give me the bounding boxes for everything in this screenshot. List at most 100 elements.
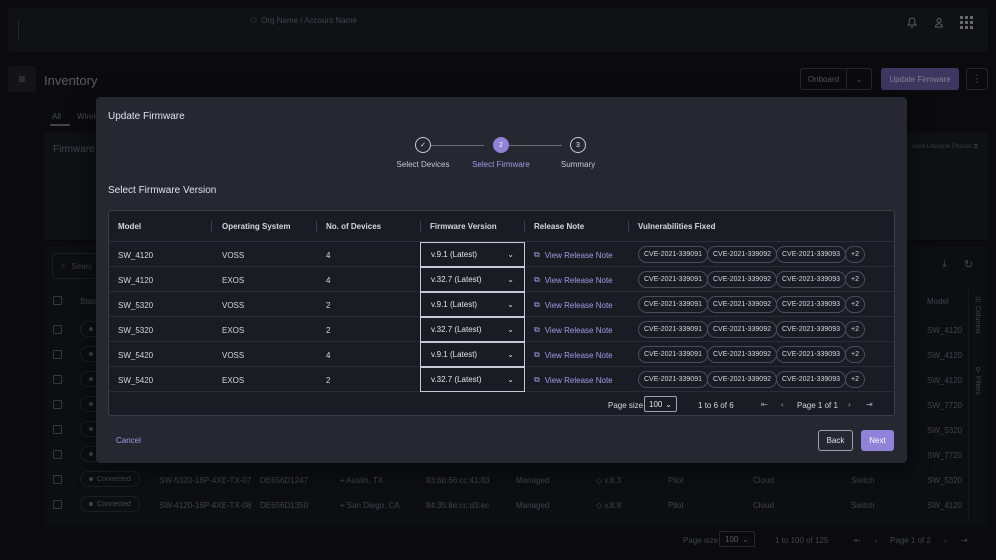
cve-chip[interactable]: CVE-2021-339091 (638, 371, 708, 388)
tab-all[interactable]: All (52, 112, 61, 121)
hamburger-menu-icon[interactable]: ≡ (8, 66, 36, 92)
more-cves-chip[interactable]: +2 (845, 346, 865, 363)
cve-chip[interactable]: CVE-2021-339091 (638, 246, 708, 263)
firmware-version-select[interactable]: v.9.1 (Latest) ⌄ (420, 342, 525, 367)
row-checkbox[interactable] (53, 475, 62, 484)
prev-page-icon[interactable]: ‹ (781, 400, 784, 409)
chevron-down-icon: ⌄ (507, 275, 514, 284)
page-size-select[interactable]: 100 ⌄ (719, 531, 755, 547)
filters-toggle[interactable]: ⚲ Filters (974, 366, 981, 396)
page-size-select[interactable]: 100 ⌄ (644, 396, 677, 412)
first-page-icon[interactable]: ⇤ (761, 400, 768, 409)
range-text: 1 to 6 of 6 (698, 401, 734, 410)
last-page-icon[interactable]: ⇥ (866, 400, 873, 409)
firmware-version-select[interactable]: v.9.1 (Latest) ⌄ (420, 292, 525, 317)
update-firmware-button[interactable]: Update Firmware (881, 68, 959, 90)
refresh-icon[interactable]: ↻ (964, 259, 974, 271)
row-device-count: 4 (326, 276, 331, 285)
row-checkbox[interactable] (53, 400, 62, 409)
cve-chip[interactable]: CVE-2021-339093 (776, 271, 846, 288)
row-model: SW_5420 (118, 376, 154, 385)
next-page-icon[interactable]: › (848, 400, 851, 409)
cve-chip[interactable]: CVE-2021-339092 (707, 296, 777, 313)
cve-chip[interactable]: CVE-2021-339092 (707, 321, 777, 338)
page-title: Inventory (44, 73, 98, 88)
user-icon[interactable] (931, 14, 947, 30)
cve-chip[interactable]: CVE-2021-339092 (707, 346, 777, 363)
more-cves-chip[interactable]: +2 (845, 271, 865, 288)
table-row: SW_5420 EXOS 2 v.32.7 (Latest) ⌄ ⧉ View Re… (109, 367, 894, 392)
cve-chip[interactable]: CVE-2021-339093 (776, 321, 846, 338)
row-checkbox[interactable] (53, 325, 62, 334)
prev-page-icon[interactable]: ‹ (875, 536, 878, 545)
onboard-button[interactable]: Onboard ⌄ (800, 68, 872, 90)
table-row[interactable]: Connected SW-4120-16P-4XE-TX-08 DE656D13… (44, 493, 964, 517)
cve-chip[interactable]: CVE-2021-339093 (776, 246, 846, 263)
select-all-checkbox[interactable] (53, 296, 62, 305)
column-divider[interactable] (524, 221, 525, 232)
view-release-note-link[interactable]: ⧉ View Release Note (534, 325, 613, 335)
more-cves-chip[interactable]: +2 (845, 296, 865, 313)
next-button[interactable]: Next (861, 430, 894, 451)
row-checkbox[interactable] (53, 500, 62, 509)
view-release-note-link[interactable]: ⧉ View Release Note (534, 275, 613, 285)
cve-chip[interactable]: CVE-2021-339092 (707, 271, 777, 288)
view-release-note-link[interactable]: ⧉ View Release Note (534, 300, 613, 310)
firmware-version-select[interactable]: v.32.7 (Latest) ⌄ (420, 317, 525, 342)
more-cves-chip[interactable]: +2 (845, 321, 865, 338)
tab-wireless[interactable]: Wirele (77, 112, 100, 121)
download-icon[interactable]: ⤓ (942, 258, 947, 270)
status-badge: Connected (80, 471, 140, 487)
cve-chip[interactable]: CVE-2021-339092 (707, 371, 777, 388)
column-divider[interactable] (316, 221, 317, 232)
cve-chip[interactable]: CVE-2021-339091 (638, 296, 708, 313)
row-checkbox[interactable] (53, 375, 62, 384)
columns-toggle[interactable]: ☷ Columns (974, 296, 981, 334)
org-selector[interactable]: ⚇ Org Name / Account Name (250, 16, 357, 25)
row-checkbox[interactable] (53, 450, 62, 459)
more-cves-chip[interactable]: +2 (845, 246, 865, 263)
firmware-version-select[interactable]: v.32.7 (Latest) ⌄ (420, 267, 525, 292)
first-page-icon[interactable]: ⇤ (854, 536, 861, 545)
bell-icon[interactable] (904, 14, 920, 30)
wizard-stepper: ✓ Select Devices 2 Select Firmware 3 Sum… (376, 137, 616, 177)
last-page-icon[interactable]: ⇥ (961, 536, 968, 545)
step-select-firmware[interactable]: 2 Select Firmware (466, 137, 536, 169)
table-row[interactable]: Connected SW-5320-16P-4XE-TX-07 DE656D12… (44, 468, 964, 492)
cve-chip[interactable]: CVE-2021-339093 (776, 296, 846, 313)
row-model: SW_4120 (927, 376, 963, 385)
col-no-of-devices: No. of Devices (326, 222, 382, 231)
inventory-tabs: All Wirele (44, 106, 944, 126)
row-checkbox[interactable] (53, 425, 62, 434)
cancel-button[interactable]: Cancel (116, 436, 141, 445)
cve-chip[interactable]: CVE-2021-339093 (776, 371, 846, 388)
lifecycle-link[interactable]: ware Lifecycle Phases ⧉ (912, 144, 978, 150)
apps-grid-icon[interactable] (958, 14, 974, 30)
firmware-version-select[interactable]: v.9.1 (Latest) ⌄ (420, 242, 525, 267)
org-name: Org Name / Account Name (261, 16, 357, 25)
cve-chip[interactable]: CVE-2021-339092 (707, 246, 777, 263)
more-cves-chip[interactable]: +2 (845, 371, 865, 388)
row-checkbox[interactable] (53, 350, 62, 359)
cve-chip[interactable]: CVE-2021-339091 (638, 321, 708, 338)
column-divider[interactable] (628, 221, 629, 232)
step-select-devices[interactable]: ✓ Select Devices (388, 137, 458, 169)
cve-chip[interactable]: CVE-2021-339091 (638, 271, 708, 288)
step-connector (431, 145, 484, 146)
cve-chip[interactable]: CVE-2021-339093 (776, 346, 846, 363)
more-options-icon[interactable]: ⋮ (966, 68, 988, 90)
firmware-version-select[interactable]: v.32.7 (Latest) ⌄ (420, 367, 525, 392)
onboard-label[interactable]: Onboard (801, 69, 847, 89)
column-divider[interactable] (420, 221, 421, 232)
cve-chip[interactable]: CVE-2021-339091 (638, 346, 708, 363)
row-device-name[interactable]: SW-4120-16P-4XE-TX-08 (159, 501, 252, 510)
view-release-note-link[interactable]: ⧉ View Release Note (534, 350, 613, 360)
chevron-down-icon[interactable]: ⌄ (855, 74, 863, 84)
view-release-note-link[interactable]: ⧉ View Release Note (534, 250, 613, 260)
step-summary[interactable]: 3 Summary (543, 137, 613, 169)
column-divider[interactable] (211, 221, 212, 232)
next-page-icon[interactable]: › (944, 536, 947, 545)
row-device-name[interactable]: SW-5320-16P-4XE-TX-07 (159, 476, 252, 485)
back-button[interactable]: Back (818, 430, 853, 451)
view-release-note-link[interactable]: ⧉ View Release Note (534, 375, 613, 385)
